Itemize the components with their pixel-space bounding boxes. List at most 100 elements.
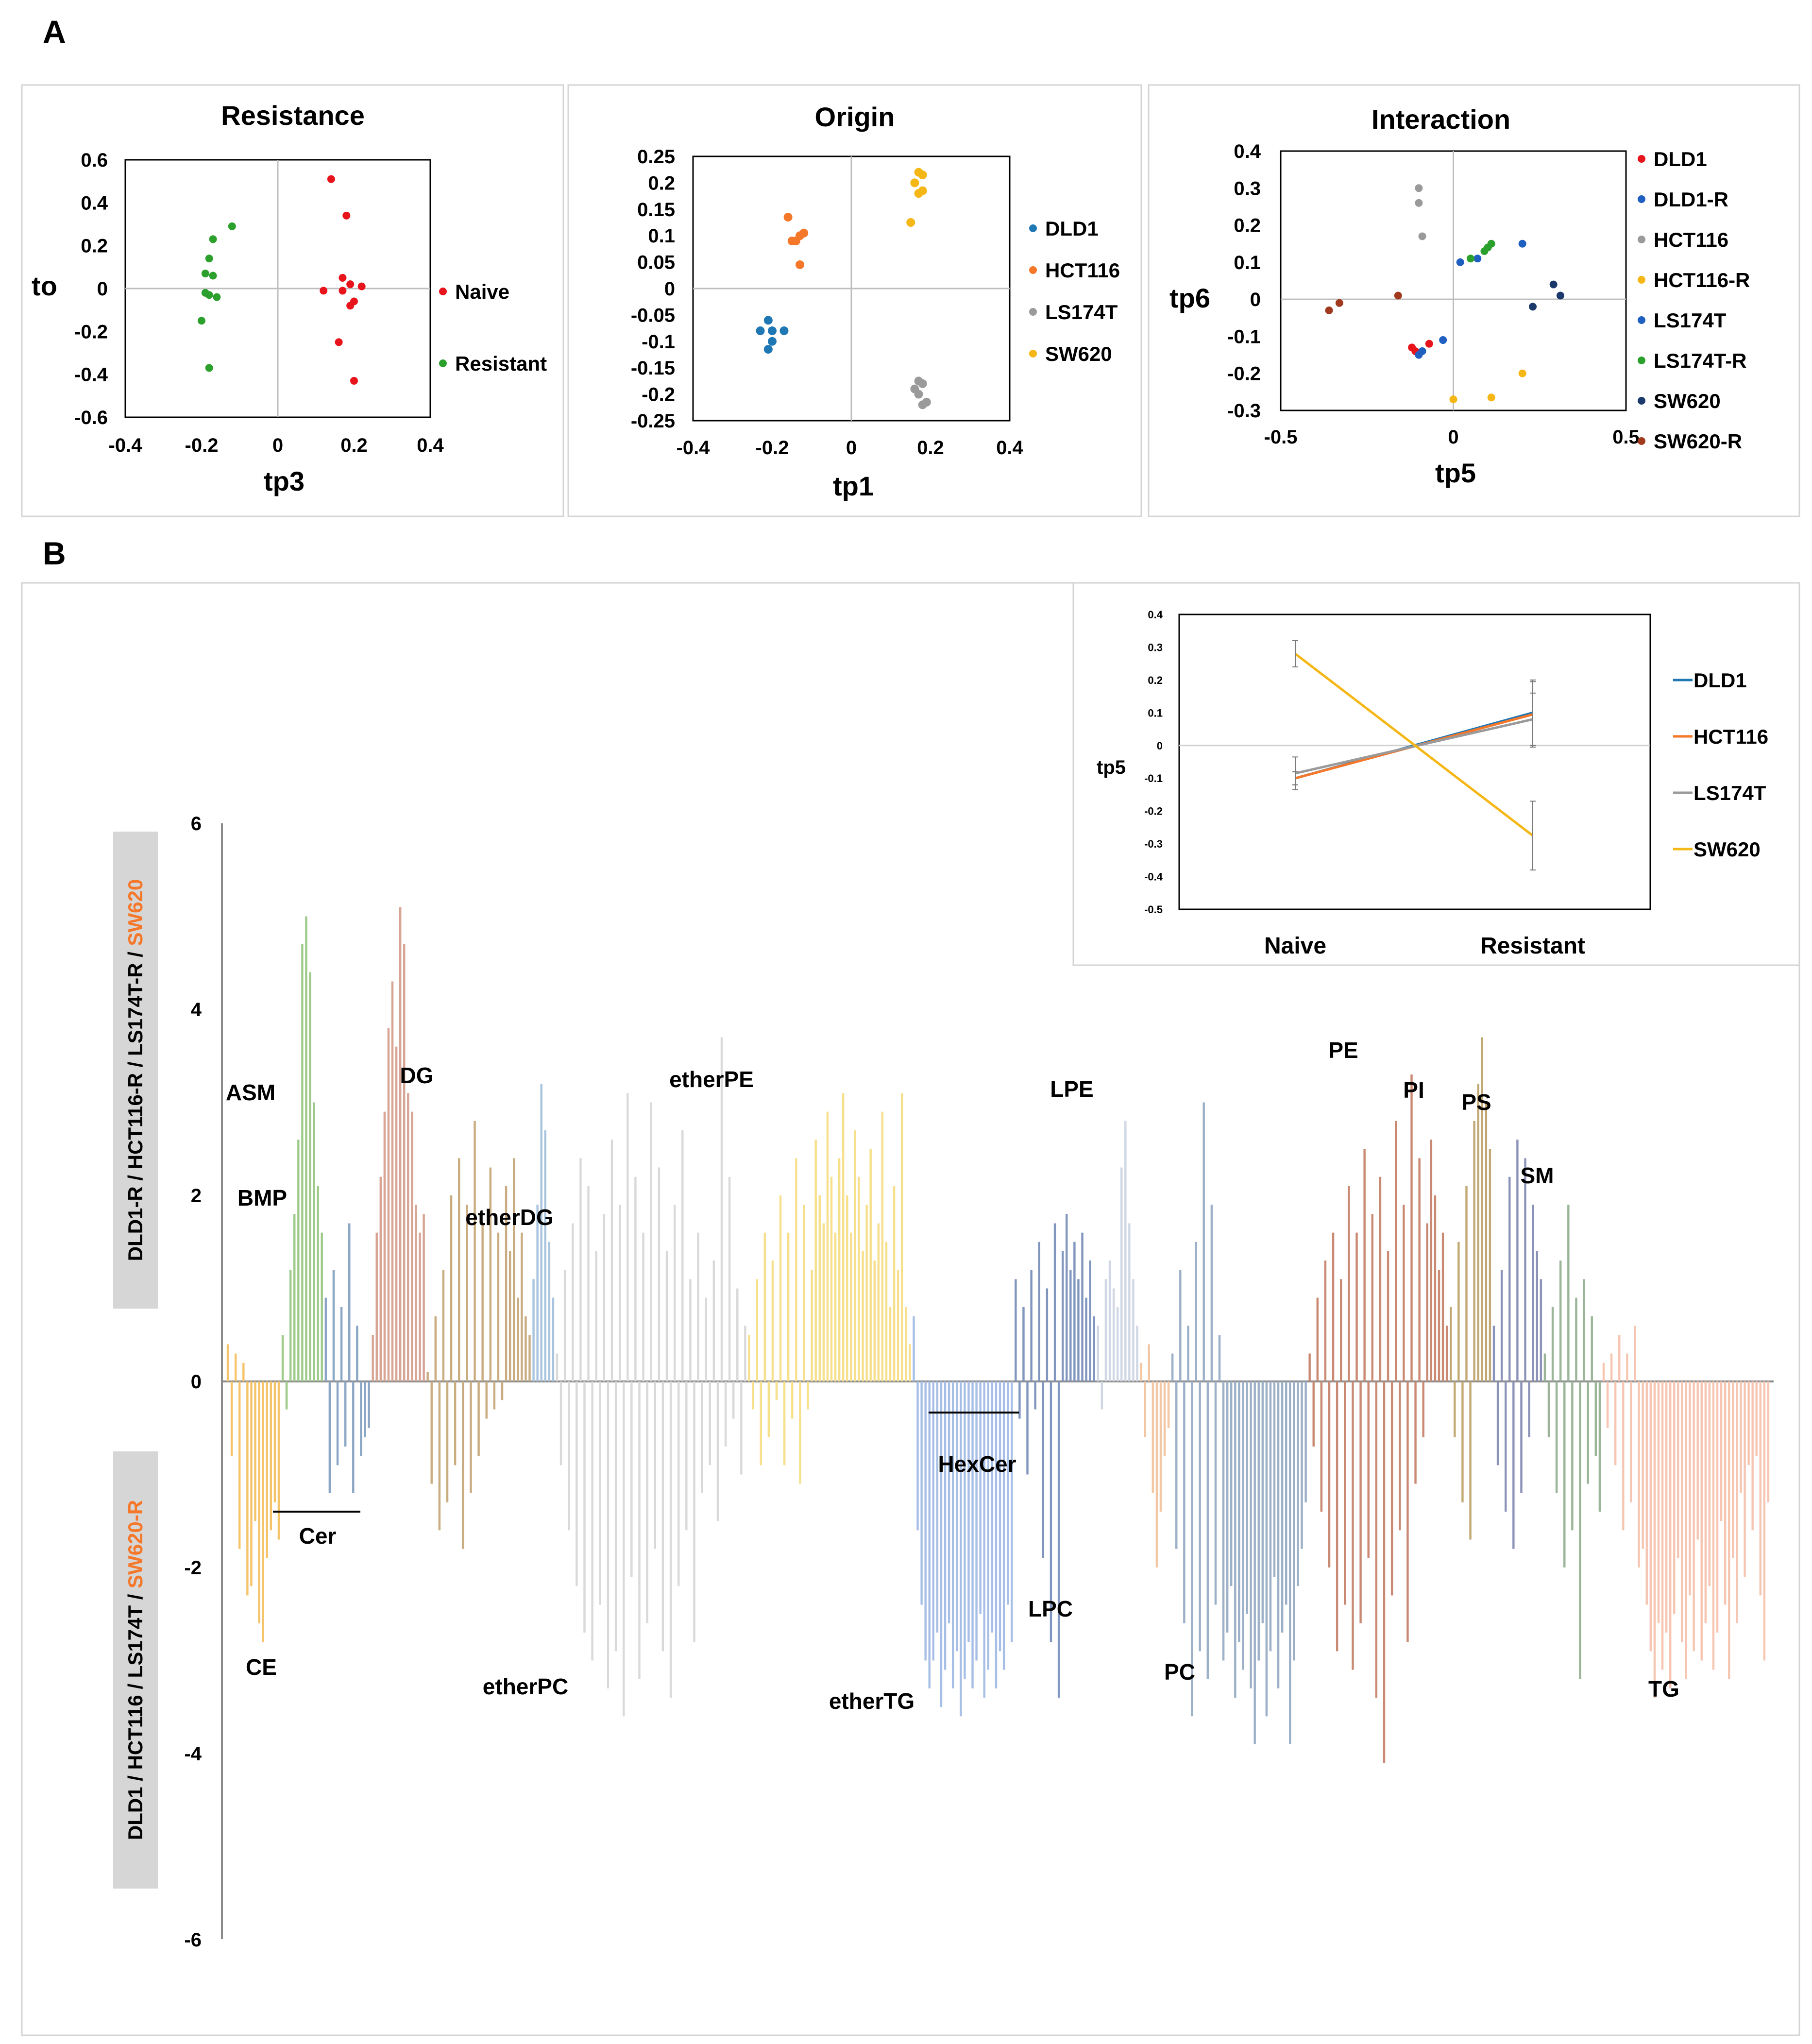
- tp5-legend-sw620: SW620: [1693, 838, 1761, 861]
- origin-xtick: -0.4: [677, 437, 711, 459]
- lipid-ylabel-bottom-highlight: SW620-R: [124, 1500, 147, 1588]
- interaction-xtick: 0: [1448, 426, 1458, 448]
- origin-legend-ls174t: LS174T: [1045, 301, 1118, 324]
- origin-point-hct116: [783, 213, 793, 222]
- interaction-ytick: -0.2: [1227, 363, 1261, 385]
- resistance-point-naive: [346, 302, 355, 310]
- lipid-class-etherpc: [556, 1037, 746, 1717]
- origin-title: Origin: [815, 102, 895, 132]
- origin-ytick: 0.25: [637, 146, 675, 168]
- ylabel-bottom-box: [113, 1451, 158, 1889]
- interaction-legend-dld1: DLD1: [1654, 148, 1707, 170]
- resistance-point-resistant: [198, 317, 205, 325]
- tp5-inset-category-naive: Naive: [1264, 933, 1326, 959]
- lipid-ytick: 6: [191, 813, 202, 835]
- lipid-ylabel-bottom-black: DLD1 / HCT116 / LS174T /: [124, 1588, 147, 1840]
- interaction-legend-marker-sw620-r: [1638, 437, 1645, 445]
- lipid-class-label-etherpc: etherPC: [483, 1674, 568, 1699]
- resistance-xlabel: tp3: [264, 466, 305, 496]
- lipid-class-label-tg: TG: [1648, 1676, 1679, 1702]
- interaction-point-ls174t-r: [1487, 239, 1495, 248]
- lipid-class-label-etherdg: etherDG: [465, 1205, 553, 1230]
- panel-label-b: B: [43, 535, 66, 571]
- resistance-point-naive: [339, 287, 347, 295]
- interaction-point-ls174t: [1473, 255, 1482, 263]
- interaction-point-ls174t-r: [1480, 247, 1489, 255]
- resistance-point-resistant: [209, 235, 217, 243]
- interaction-point-sw620: [1529, 303, 1537, 311]
- origin-legend-marker-sw620: [1029, 350, 1037, 358]
- interaction-xtick: -0.5: [1264, 426, 1298, 448]
- origin-legend-sw620: SW620: [1045, 342, 1112, 365]
- lipid-class-cer: [324, 1223, 370, 1493]
- lipid-ytick: -2: [184, 1557, 202, 1579]
- tp5-inset-ytick: 0.3: [1148, 641, 1163, 653]
- lipid-ylabel-top-black: DLD1-R / HCT116-R / LS174T-R /: [124, 946, 147, 1261]
- origin-xtick: 0.2: [917, 437, 944, 459]
- origin-point-ls174t: [922, 397, 931, 407]
- resistance-title: Resistance: [221, 100, 365, 131]
- lipid-class-label-lpc: LPC: [1028, 1596, 1073, 1621]
- origin-xtick: 0.4: [996, 437, 1023, 459]
- origin-ytick: -0.15: [631, 358, 675, 379]
- tp5-inset-ytick: -0.5: [1144, 903, 1163, 916]
- interaction-frame: [1148, 84, 1800, 517]
- origin-point-dld1: [768, 337, 777, 346]
- interaction-legend-dld1-r: DLD1-R: [1654, 188, 1728, 211]
- origin-ytick: -0.25: [631, 410, 675, 432]
- resistance-point-naive: [339, 273, 347, 282]
- lipid-class-label-lpe: LPE: [1050, 1076, 1093, 1102]
- origin-xtick: -0.2: [756, 437, 789, 459]
- interaction-point-sw620-r: [1394, 291, 1402, 300]
- lipid-class-tg: [1602, 1326, 1770, 1698]
- panel-label-a: A: [43, 14, 66, 50]
- origin-point-sw620: [910, 178, 919, 187]
- tp5-legend-dld1: DLD1: [1693, 669, 1747, 692]
- lipid-class-bmp: [372, 907, 425, 1381]
- interaction-xtick: 0.5: [1612, 426, 1640, 448]
- resistance-legend-resistant: Resistant: [455, 352, 547, 375]
- interaction-legend-sw620: SW620: [1654, 390, 1721, 412]
- interaction-legend-hct116-r: HCT116-R: [1654, 269, 1750, 291]
- origin-ytick: -0.1: [642, 331, 675, 353]
- lipid-class-label-etherpe: etherPE: [669, 1067, 754, 1092]
- interaction-legend-marker-hct116: [1638, 236, 1645, 243]
- tp5-line-sw620: [1294, 652, 1534, 837]
- tp5-inset-layer: 0.4 0.3 0.2 0.1 0 -0.1 -0.2 -0.3 -0.4 -0.5 DLD1 HCT…: [1144, 609, 1768, 916]
- resistance-legend-naive: Naive: [455, 280, 509, 303]
- origin-point-sw620: [918, 186, 927, 195]
- lipid-class-sm: [1543, 1205, 1601, 1679]
- interaction-legend-sw620-r: SW620-R: [1654, 430, 1742, 453]
- interaction-ytick: 0.3: [1234, 178, 1261, 199]
- lipid-class-label-asm: ASM: [226, 1080, 275, 1105]
- tp5-inset-ylabel: tp5: [1097, 757, 1126, 778]
- resistance-frame: [21, 84, 564, 517]
- resistance-xtick: -0.4: [109, 435, 143, 456]
- interaction-point-hct116-r: [1518, 369, 1526, 377]
- lipid-frame: [21, 582, 1800, 2036]
- lipid-class-ps: [1492, 1140, 1542, 1549]
- interaction-point-sw620: [1549, 280, 1558, 289]
- interaction-point-hct116-r: [1449, 395, 1457, 404]
- lipid-class-pe: [1308, 1074, 1448, 1763]
- origin-xtick: 0: [846, 437, 857, 459]
- lipid-bars-layer: 6 4 2 0 -2 -4 -6 CE ASM Cer BMP DG etherDG etherPC eth…: [184, 813, 1774, 1951]
- interaction-chart: -0.5 0 0.5 0.4 0.3 0.2 0.1 0 -0.1 -0.2 -0.3 DLD1 DLD…: [1227, 141, 1750, 453]
- resistance-point-resistant: [201, 270, 209, 278]
- resistance-ytick: 0: [97, 278, 108, 300]
- resistance-point-naive: [350, 376, 358, 385]
- lipid-class-label-bmp: BMP: [237, 1185, 287, 1210]
- tp5-inset-ytick: 0.2: [1148, 674, 1163, 686]
- resistance-legend-marker-resistant: [439, 359, 447, 367]
- ylabel-top-box: [113, 832, 158, 1309]
- interaction-xlabel: tp5: [1435, 458, 1476, 488]
- lipid-class-label-ethertg: etherTG: [829, 1688, 914, 1714]
- resistance-xtick: 0: [272, 435, 283, 456]
- origin-point-sw620: [906, 218, 915, 227]
- origin-point-hct116: [796, 260, 805, 270]
- lipid-class-ethertg: [913, 1316, 1013, 1717]
- lipid-class-pi: [1449, 1037, 1491, 1540]
- interaction-point-hct116: [1415, 184, 1423, 192]
- tp5-inset-ytick: -0.3: [1144, 838, 1163, 850]
